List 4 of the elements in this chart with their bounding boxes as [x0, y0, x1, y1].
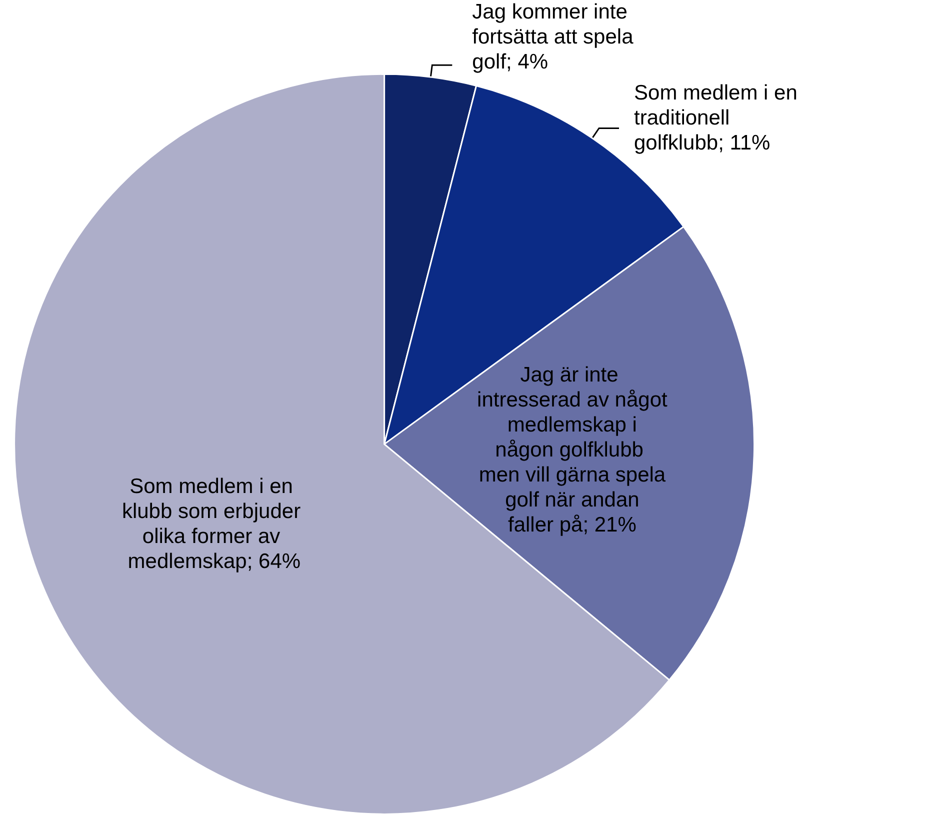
- slice-label: Som medlem i en traditionell golfklubb; 11%: [634, 82, 804, 155]
- slice-label: Jag kommer inte fortsätta att spela golf; 4%: [472, 0, 640, 74]
- slice-label: Som medlem i en klubb som erbjuder olika former av medlemskap; 64%: [122, 475, 306, 574]
- slice-label: Jag är inte intresserad av något medlemskap i någon golfklubb men vill gärna spela golf när andan faller på; 21%: [477, 364, 668, 537]
